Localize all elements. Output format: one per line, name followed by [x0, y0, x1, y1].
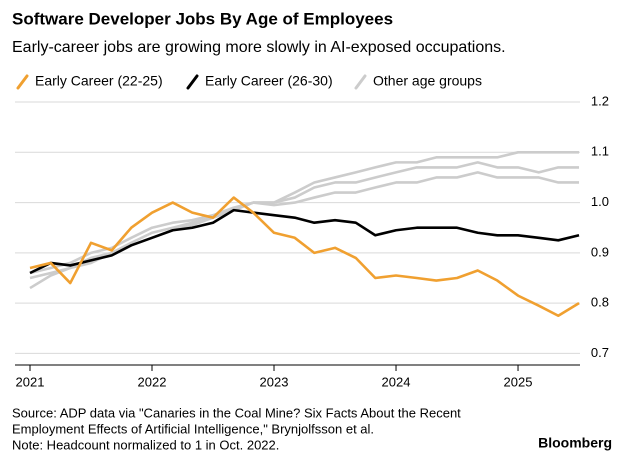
note-text: Note: Headcount normalized to 1 in Oct. …: [12, 437, 279, 452]
y-tick-label: 0.8: [591, 295, 609, 310]
y-tick-label: 0.7: [591, 345, 609, 360]
credit: Bloomberg: [538, 435, 612, 451]
legend-swatch: [354, 74, 367, 90]
x-tick-label: 2023: [260, 374, 289, 389]
source-text: Source: ADP data via "Canaries in the Co…: [12, 405, 461, 420]
x-tick-label: 2021: [16, 374, 45, 389]
source-text: Employment Effects of Artificial Intelli…: [12, 421, 374, 436]
chart-subtitle: Early-career jobs are growing more slowl…: [12, 39, 506, 56]
y-tick-label: 0.9: [591, 244, 609, 259]
legend-swatch: [16, 74, 29, 90]
x-tick-label: 2024: [382, 374, 411, 389]
legend-swatch: [186, 74, 199, 90]
legend-label: Other age groups: [373, 73, 482, 89]
y-tick-label: 1.0: [591, 194, 609, 209]
chart-title: Software Developer Jobs By Age of Employ…: [12, 9, 393, 28]
series-line: [29, 208, 580, 275]
y-tick-label: 1.2: [591, 93, 609, 108]
series-line: [29, 196, 580, 318]
y-tick-label: 1.1: [591, 144, 609, 159]
x-tick-label: 2025: [504, 374, 533, 389]
series-line: [29, 161, 580, 275]
x-tick-label: 2022: [138, 374, 167, 389]
legend-label: Early Career (26-30): [205, 73, 333, 89]
legend-label: Early Career (22-25): [35, 73, 163, 89]
